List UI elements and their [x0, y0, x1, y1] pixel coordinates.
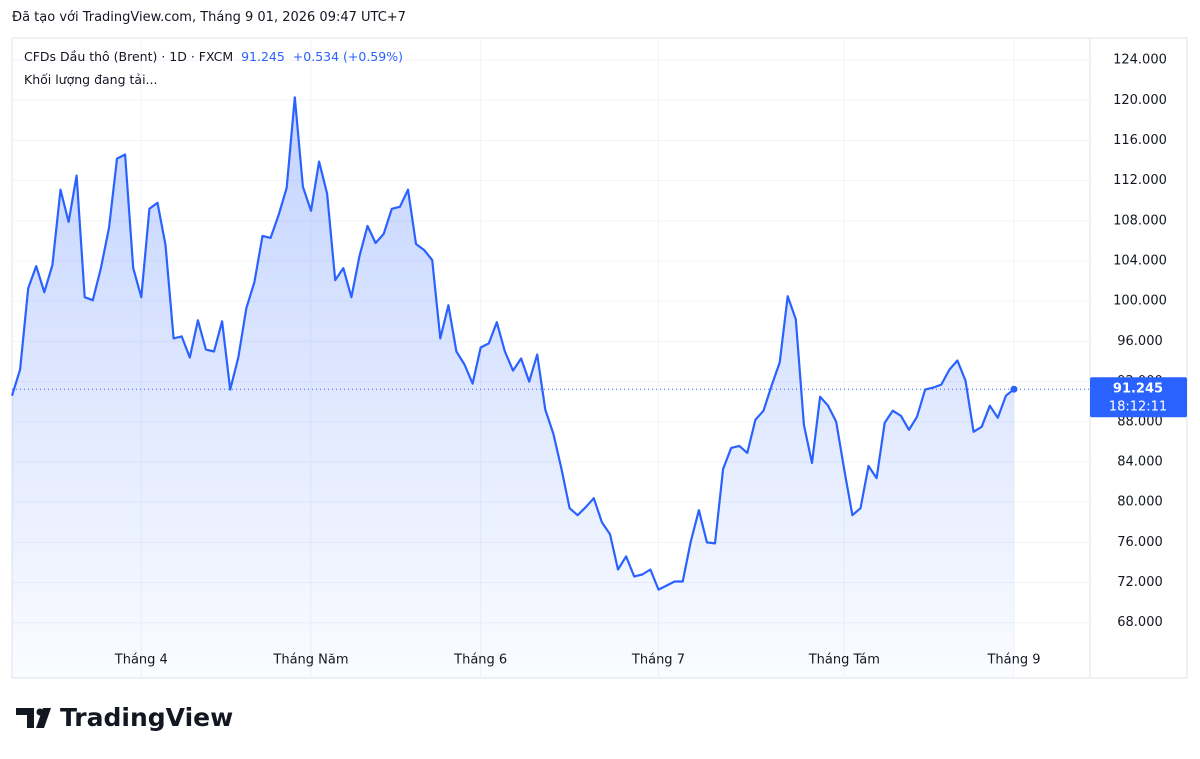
price-badge-value: 91.245: [1113, 382, 1163, 397]
countdown: 18:12:11: [1109, 400, 1167, 415]
y-tick-label: 100.000: [1113, 294, 1167, 309]
change: +0.534 (+0.59%): [292, 49, 403, 64]
y-tick-label: 88.000: [1117, 414, 1163, 429]
y-tick-label: 80.000: [1117, 495, 1163, 510]
area-fill: [12, 97, 1014, 679]
y-tick-label: 116.000: [1113, 133, 1167, 148]
y-tick-label: 76.000: [1117, 535, 1163, 550]
y-tick-label: 108.000: [1113, 213, 1167, 228]
last-point: [1010, 385, 1018, 393]
logo: TradingView: [16, 703, 233, 732]
x-tick-label: Tháng 9: [986, 653, 1040, 668]
y-tick-label: 120.000: [1113, 93, 1167, 108]
volume-status: Khối lượng đang tải...: [24, 72, 158, 87]
y-tick-label: 84.000: [1117, 454, 1163, 469]
x-tick-label: Tháng Tám: [808, 653, 880, 668]
x-tick-label: Tháng 4: [114, 653, 168, 668]
y-tick-label: 96.000: [1117, 334, 1163, 349]
symbol: CFDs Dầu thô (Brent) · 1D · FXCM: [24, 49, 234, 64]
y-tick-label: 112.000: [1113, 173, 1167, 188]
credit: Đã tạo với TradingView.com, Tháng 9 01, …: [12, 10, 406, 25]
y-tick-label: 72.000: [1117, 575, 1163, 590]
y-tick-label: 124.000: [1113, 53, 1167, 68]
price-badge: [1090, 377, 1187, 418]
last-price: 91.245: [241, 49, 285, 64]
y-tick-label: 68.000: [1117, 615, 1163, 630]
x-tick-label: Tháng 7: [631, 653, 685, 668]
y-tick-label: 104.000: [1113, 254, 1167, 269]
brand: TradingView: [60, 703, 233, 732]
price-line: [10, 96, 1015, 591]
legend: CFDs Dầu thô (Brent) · 1D · FXCM 91.245 …: [24, 49, 403, 64]
x-tick-label: Tháng 6: [453, 653, 507, 668]
x-tick-label: Tháng Năm: [272, 653, 348, 668]
